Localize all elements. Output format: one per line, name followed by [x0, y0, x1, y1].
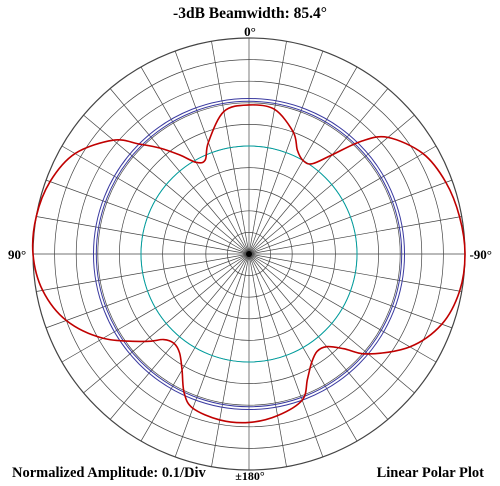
polar-grid	[32, 37, 466, 471]
pattern-series	[31, 104, 466, 424]
angle-label-left: 90°	[8, 247, 27, 262]
center-dot	[246, 251, 252, 257]
angle-label-bottom: ±180°	[235, 469, 265, 483]
reference-circle	[140, 145, 358, 363]
reference-circle	[95, 100, 403, 408]
reference-circle	[92, 97, 406, 411]
radiation-pattern-line	[31, 104, 466, 424]
plot-type-note: Linear Polar Plot	[376, 465, 484, 481]
amplitude-scale-note: Normalized Amplitude: 0.1/Div	[12, 465, 206, 481]
reference-circles	[92, 97, 406, 411]
angle-label-top: 0°	[244, 24, 256, 39]
chart-title: -3dB Beamwidth: 85.4°	[173, 5, 327, 22]
angle-label-right: -90°	[469, 247, 492, 262]
